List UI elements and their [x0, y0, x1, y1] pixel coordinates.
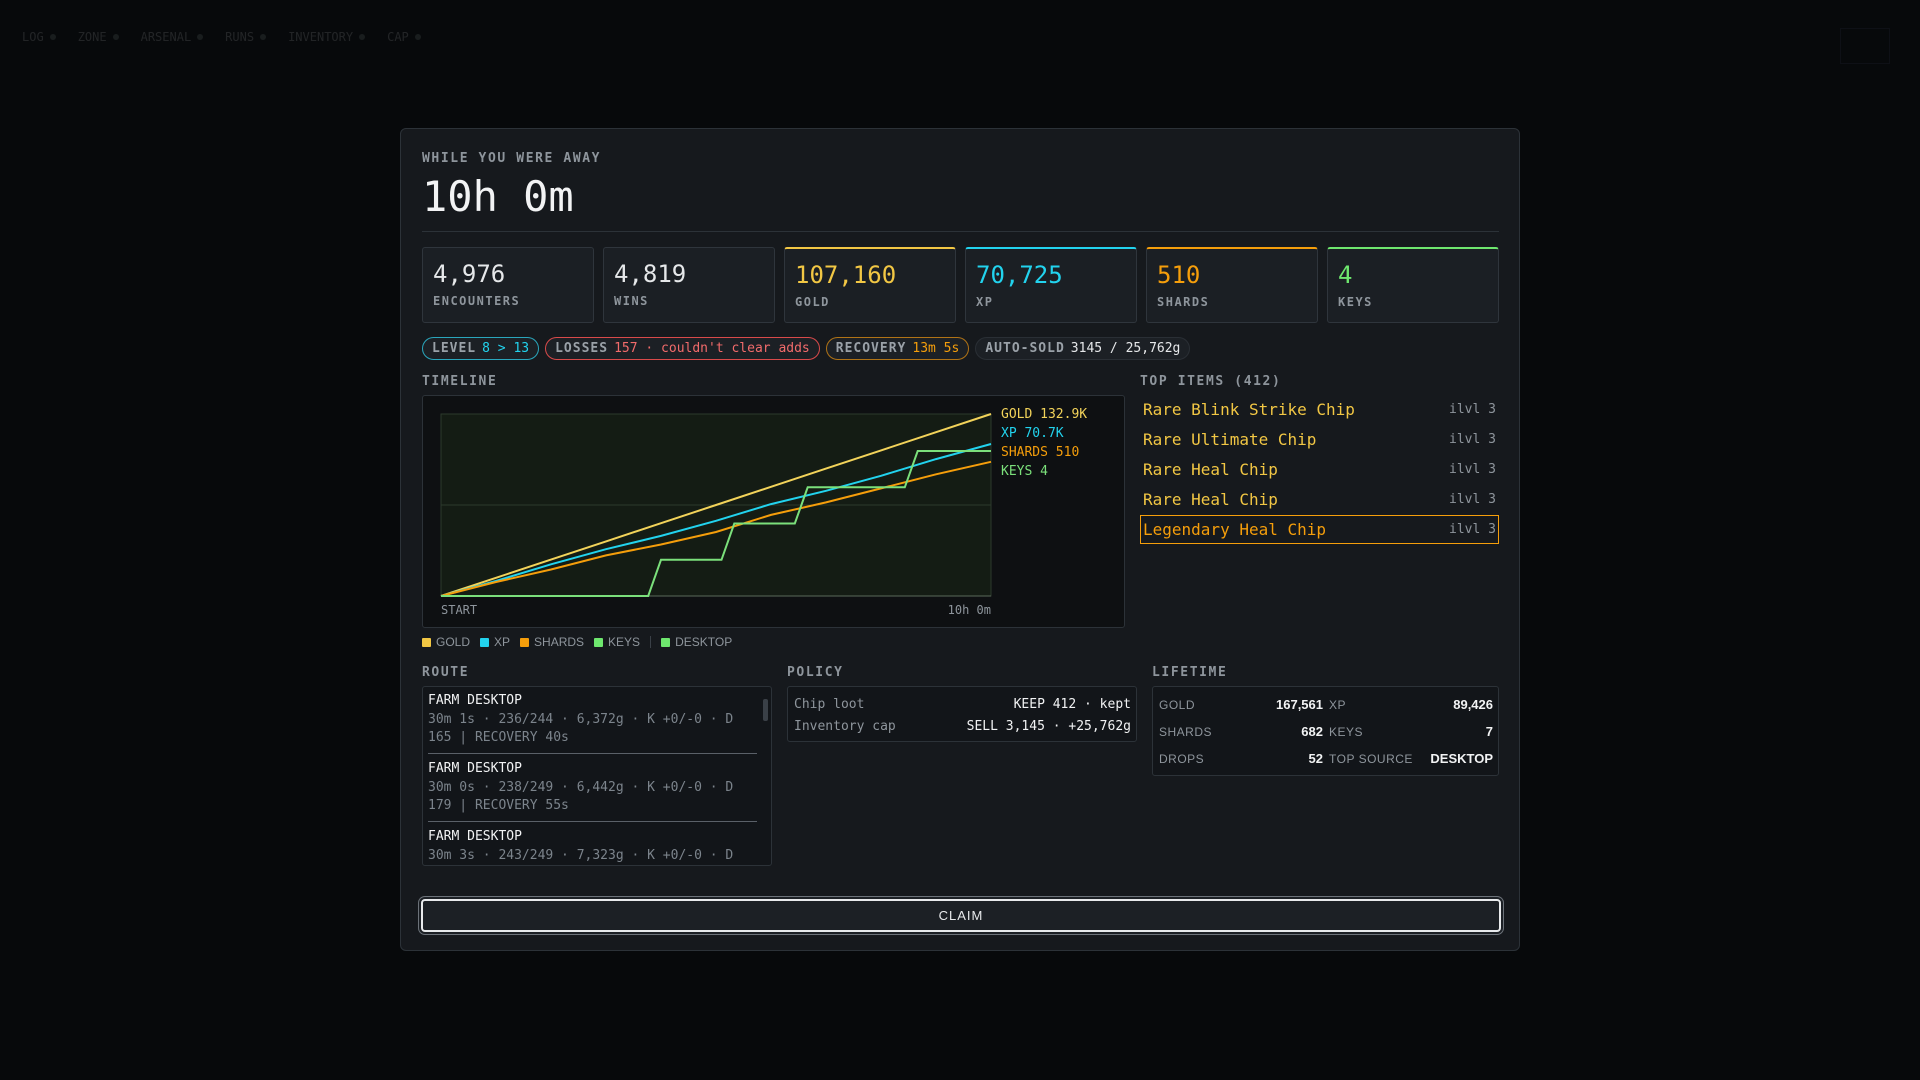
stat-label: WINS: [614, 294, 649, 308]
series-line-gold: [440, 413, 992, 597]
background-nav: LOG ZONE ARSENAL RUNS INVENTORY CAP: [22, 30, 421, 44]
legend-gold: GOLD: [422, 635, 470, 649]
stat-label: GOLD: [795, 295, 830, 309]
stat-value: 510: [1157, 261, 1201, 289]
top-item-selected[interactable]: Legendary Heal Chip ilvl 3: [1140, 515, 1499, 544]
lifetime-row: TOP SOURCE DESKTOP: [1329, 751, 1493, 766]
policy-row: Inventory cap SELL 3,145 · +25,762g: [794, 718, 1131, 734]
policy-box: Chip loot KEEP 412 · kept Inventory cap SE…: [787, 686, 1137, 742]
route-entry: FARM DESKTOP 30m 3s · 243/249 · 7,323g ·…: [428, 829, 734, 863]
series-line-shards: [440, 460, 992, 597]
route-entry: FARM DESKTOP 30m 1s · 236/244 · 6,372g ·…: [428, 693, 757, 754]
top-item[interactable]: Rare Heal Chip ilvl 3: [1143, 460, 1496, 479]
stat-keys: 4 KEYS: [1327, 247, 1499, 323]
lifetime-title: LIFETIME: [1152, 665, 1228, 680]
stat-value: 107,160: [795, 261, 897, 289]
lifetime-row: DROPS 52: [1159, 751, 1323, 766]
series-line-keys: [441, 450, 991, 597]
stat-encounters: 4,976 ENCOUNTERS: [422, 247, 594, 323]
level-pill: LEVEL 8 > 13: [422, 337, 540, 360]
legend-shards: SHARDS: [520, 635, 584, 649]
x-end-label: 10h 0m: [948, 603, 991, 617]
bg-nav-item: LOG: [22, 30, 56, 44]
top-item[interactable]: Rare Blink Strike Chip ilvl 3: [1143, 400, 1496, 419]
stat-wins: 4,819 WINS: [603, 247, 775, 323]
policy-title: POLICY: [787, 665, 844, 680]
series-end-label-keys: KEYS 4: [1001, 464, 1048, 479]
series-line-xp: [440, 443, 992, 597]
away-duration: 10h 0m: [422, 172, 1499, 232]
series-end-label-shards: SHARDS 510: [1001, 445, 1079, 460]
bg-nav-item: CAP: [387, 30, 421, 44]
lifetime-box: GOLD 167,561 XP 89,426 SHARDS 682 KEYS 7 DRO…: [1152, 686, 1499, 776]
legend-separator: [650, 636, 652, 648]
stat-value: 70,725: [976, 261, 1063, 289]
timeline-chart-svg: GOLD 132.9K XP 70.7K SHARDS 510 KEYS 4 STAR…: [440, 407, 1087, 617]
stats-row: 4,976 ENCOUNTERS 4,819 WINS 107,160 GOLD…: [422, 247, 1499, 323]
top-items-section: TOP ITEMS (412) Rare Blink Strike Chip il…: [1140, 374, 1499, 649]
stat-label: ENCOUNTERS: [433, 294, 521, 308]
stat-gold: 107,160 GOLD: [784, 247, 956, 323]
route-scrollbar[interactable]: [763, 691, 768, 861]
top-item[interactable]: Rare Heal Chip ilvl 3: [1143, 490, 1496, 509]
bg-nav-item: ZONE: [78, 30, 119, 44]
modal-eyebrow: WHILE YOU WERE AWAY: [422, 151, 602, 166]
summary-pills: LEVEL 8 > 13 LOSSES 157 · couldn't clear a…: [422, 337, 1499, 360]
lifetime-row: SHARDS 682: [1159, 724, 1323, 739]
policy-row: Chip loot KEEP 412 · kept: [794, 696, 1131, 712]
stat-label: KEYS: [1338, 295, 1373, 309]
lifetime-row: GOLD 167,561: [1159, 697, 1323, 712]
route-list[interactable]: FARM DESKTOP 30m 1s · 236/244 · 6,372g ·…: [422, 686, 772, 866]
stat-value: 4,976: [433, 260, 506, 288]
legend-desktop: DESKTOP: [661, 635, 732, 649]
bg-nav-item: ARSENAL: [141, 30, 204, 44]
chart-legend: GOLD XP SHARDS KEYS DESKTOP: [422, 635, 1125, 649]
bg-nav-item: RUNS: [225, 30, 266, 44]
away-summary-modal: WHILE YOU WERE AWAY 10h 0m 4,976 ENCOUNT…: [400, 128, 1520, 951]
lifetime-row: XP 89,426: [1329, 697, 1493, 712]
stat-xp: 70,725 XP: [965, 247, 1137, 323]
series-end-label-gold: GOLD 132.9K: [1001, 407, 1087, 422]
stat-value: 4,819: [614, 260, 687, 288]
background-corner-widget: [1840, 28, 1890, 64]
recovery-pill: RECOVERY 13m 5s: [825, 337, 970, 360]
legend-keys: KEYS: [594, 635, 640, 649]
stat-shards: 510 SHARDS: [1146, 247, 1318, 323]
stat-value: 4: [1338, 261, 1353, 289]
x-start-label: START: [441, 603, 477, 617]
claim-button[interactable]: CLAIM: [421, 899, 1501, 932]
timeline-chart: GOLD 132.9K XP 70.7K SHARDS 510 KEYS 4 STAR…: [422, 395, 1125, 628]
timeline-section: TIMELINE GOLD 132.9K XP 70.7K SHARDS 510 KE…: [422, 374, 1125, 649]
series-end-label-xp: XP 70.7K: [1001, 426, 1064, 441]
top-item[interactable]: Rare Ultimate Chip ilvl 3: [1143, 430, 1496, 449]
autosold-pill: AUTO-SOLD 3145 / 25,762g: [975, 337, 1191, 360]
legend-xp: XP: [480, 635, 510, 649]
losses-pill: LOSSES 157 · couldn't clear adds: [545, 337, 820, 360]
route-title: ROUTE: [422, 665, 470, 680]
route-section: ROUTE FARM DESKTOP 30m 1s · 236/244 · 6,…: [422, 665, 772, 866]
stat-label: XP: [976, 295, 994, 309]
top-items-title: TOP ITEMS (412): [1140, 374, 1282, 389]
lifetime-row: KEYS 7: [1329, 724, 1493, 739]
bg-nav-item: INVENTORY: [288, 30, 365, 44]
policy-section: POLICY Chip loot KEEP 412 · kept Inventor…: [787, 665, 1137, 866]
route-entry: FARM DESKTOP 30m 0s · 238/249 · 6,442g ·…: [428, 761, 757, 822]
timeline-title: TIMELINE: [422, 374, 498, 389]
lifetime-section: LIFETIME GOLD 167,561 XP 89,426 SHARDS 682 …: [1152, 665, 1499, 866]
stat-label: SHARDS: [1157, 295, 1210, 309]
